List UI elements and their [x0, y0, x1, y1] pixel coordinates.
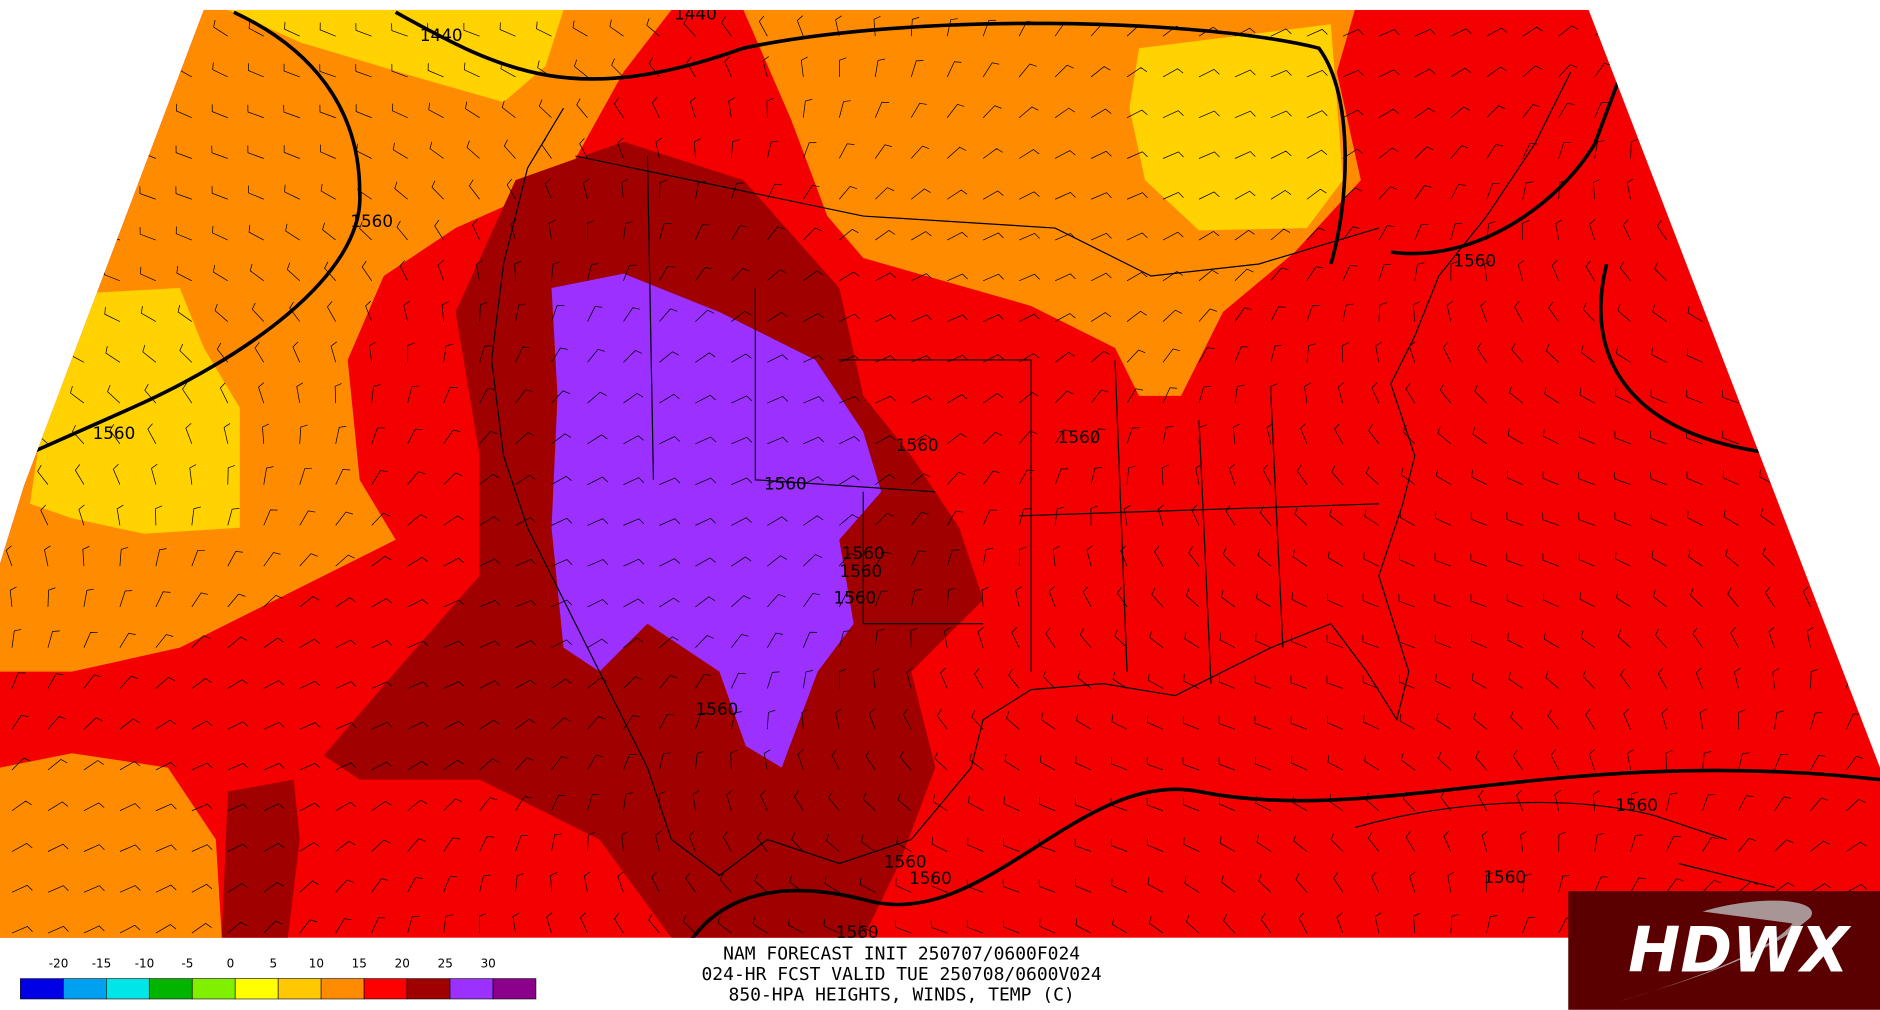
colorbar: -20 -15 -10 -5 0 5 10 15 20 25 30 — [20, 957, 537, 1000]
political-boundaries — [490, 71, 1775, 889]
colorbar-tick-label: -10 — [135, 957, 155, 971]
contour-label: 1560 — [884, 851, 927, 871]
colorbar-tick-label: 20 — [395, 957, 410, 971]
logo-swirl — [1618, 900, 1813, 1002]
height-contours — [23, 10, 1880, 938]
contour-label: 1560 — [1058, 427, 1101, 447]
colorbar-tick-label: -20 — [49, 957, 69, 971]
temp-field-yellow — [227, 9, 564, 103]
map-area: 1440144015601560156015601560156015601560… — [0, 4, 1880, 942]
temp-field-darkred — [221, 779, 300, 938]
contour-label: 1440 — [674, 4, 717, 24]
contour-label: 1560 — [696, 699, 739, 719]
colorbar-swatch — [449, 978, 494, 1000]
contour-label: 1560 — [350, 211, 393, 231]
contour-label: 1560 — [834, 588, 877, 608]
colorbar-swatch — [148, 978, 193, 1000]
colorbar-swatch — [492, 978, 537, 1000]
colorbar-swatch — [234, 978, 279, 1000]
colorbar-swatch — [363, 978, 408, 1000]
contour-label: 1440 — [420, 25, 463, 45]
colorbar-tick-label: -15 — [92, 957, 112, 971]
header-line: 024-HR FCST VALID TUE 250708/0600V024 — [701, 964, 1101, 985]
contour-label: 1560 — [93, 423, 136, 443]
header-line: 850-HPA HEIGHTS, WINDS, TEMP (C) — [729, 984, 1075, 1005]
contour-label: 1560 — [840, 561, 883, 581]
contour-label: 1560 — [764, 474, 807, 494]
temp-field-yellow — [29, 287, 240, 534]
temp-field-orange — [0, 753, 222, 938]
contour-label: 1560 — [836, 922, 879, 942]
colorbar-tick-label: 5 — [270, 957, 278, 971]
colorbar-swatch — [320, 978, 365, 1000]
temp-field-purple — [551, 273, 882, 768]
contour-labels: 1440144015601560156015601560156015601560… — [93, 4, 1658, 942]
colorbar-tick-label: 25 — [438, 957, 453, 971]
temp-field-orange — [1786, 467, 1817, 522]
temp-field-yellow — [1129, 24, 1343, 231]
colorbar-tick-label: 10 — [309, 957, 324, 971]
colorbar-tick-label: 30 — [481, 957, 496, 971]
colorbar-swatch — [191, 978, 236, 1000]
colorbar-swatch — [20, 978, 64, 1000]
header: NAM FORECAST INIT 250707/0600F024024-HR … — [701, 944, 1101, 1006]
colorbar-swatch — [406, 978, 451, 1000]
header-line: NAM FORECAST INIT 250707/0600F024 — [723, 944, 1080, 965]
contour-label: 1560 — [1453, 251, 1496, 271]
colorbar-swatch — [63, 978, 107, 1000]
contour-label: 1560 — [1615, 795, 1658, 815]
logo-text: HDWX — [1628, 913, 1852, 986]
contour-label: 1560 — [896, 435, 939, 455]
contour-label: 1560 — [909, 868, 952, 888]
colorbar-swatch — [106, 978, 150, 1000]
colorbar-tick-label: 0 — [227, 957, 235, 971]
colorbar-tick-label: 15 — [352, 957, 367, 971]
logo: HDWX — [1568, 891, 1880, 1010]
contour-label: 1560 — [1483, 867, 1526, 887]
colorbar-swatch — [277, 978, 322, 1000]
contour-label: 1560 — [842, 543, 885, 563]
colorbar-tick-label: -5 — [181, 957, 193, 971]
